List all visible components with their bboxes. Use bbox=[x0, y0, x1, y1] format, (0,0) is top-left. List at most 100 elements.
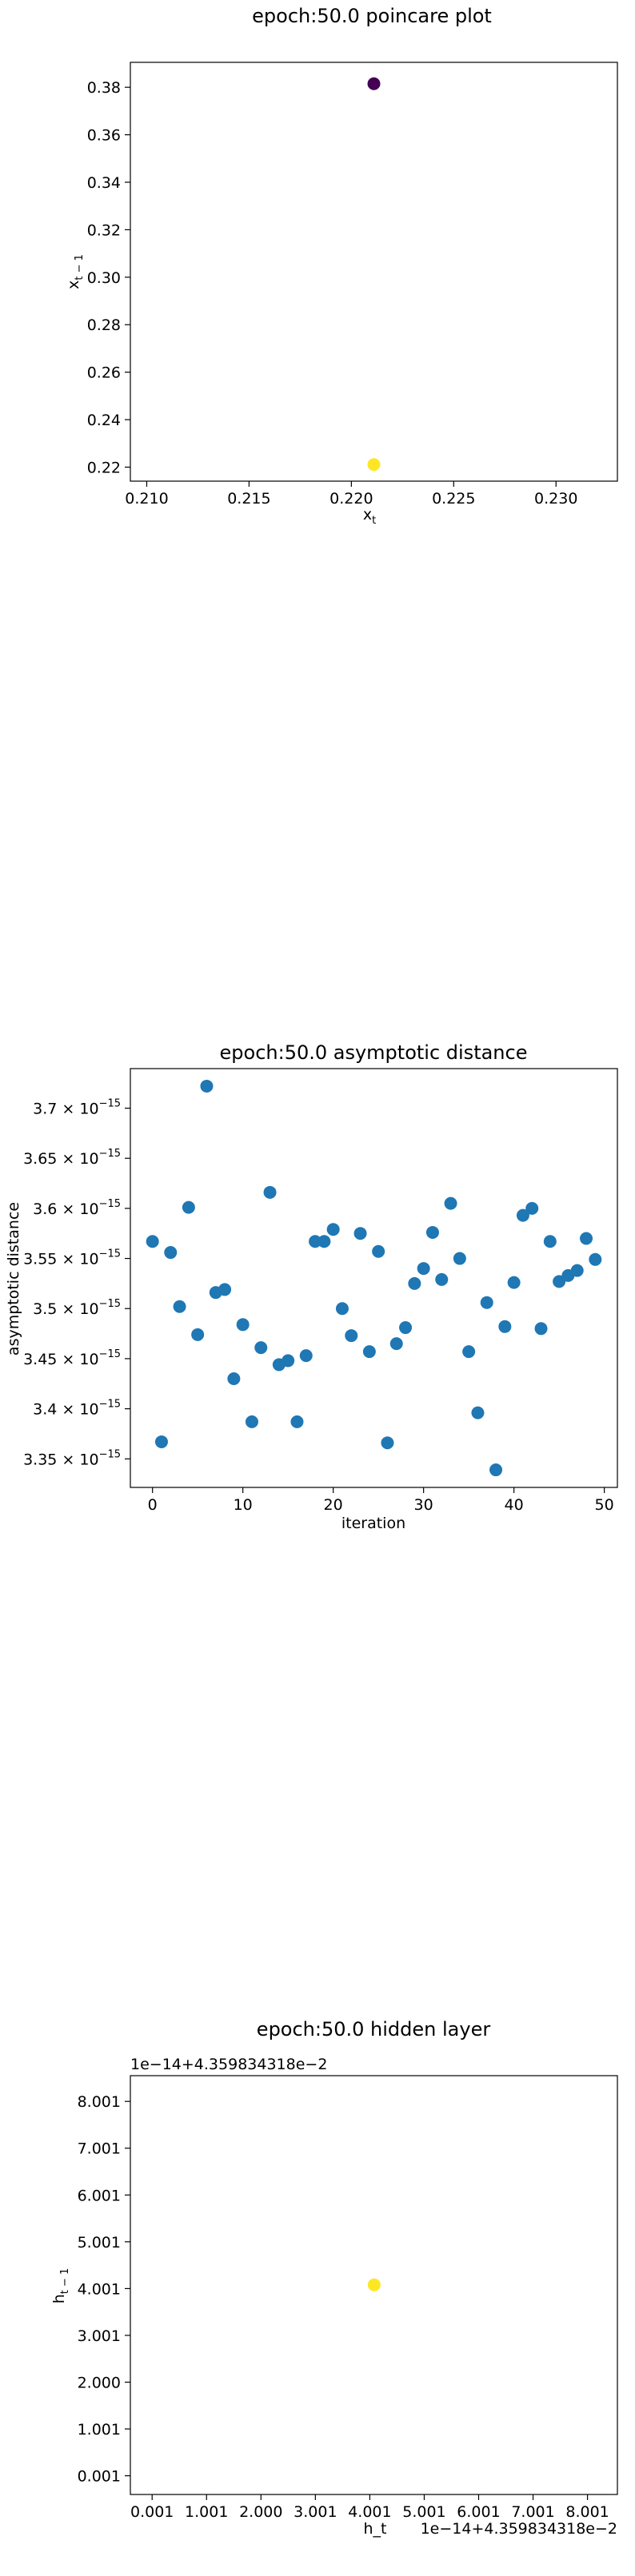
y-tick-label: 3.4 × 10−15 bbox=[33, 1399, 121, 1419]
data-point bbox=[553, 1275, 566, 1288]
data-point bbox=[236, 1318, 250, 1332]
y-tick-label: 3.35 × 10−15 bbox=[23, 1448, 121, 1468]
data-point bbox=[417, 1262, 430, 1276]
y-tick-label: 3.7 × 10−15 bbox=[33, 1098, 121, 1118]
y-ticks: 0.22 0.24 0.26 0.28 0.30 0.32 0.34 0.36 0.38 bbox=[87, 79, 130, 476]
data-point bbox=[154, 1435, 168, 1448]
y-tick-label: 0.24 bbox=[87, 412, 121, 429]
data-point bbox=[290, 1415, 304, 1428]
x-tick-label: 0.220 bbox=[329, 490, 373, 508]
plot-frame bbox=[130, 62, 618, 482]
y-tick-label: 8.001 bbox=[78, 2093, 121, 2111]
data-point bbox=[227, 1372, 241, 1385]
y-tick-label: 3.45 × 10−15 bbox=[23, 1348, 121, 1368]
y-tick-label: 0.32 bbox=[87, 221, 121, 239]
data-point bbox=[367, 2278, 381, 2291]
data-point bbox=[516, 1208, 529, 1222]
data-point bbox=[245, 1415, 258, 1428]
chart-title: epoch:50.0 asymptotic distance bbox=[220, 1041, 528, 1064]
chart-title: epoch:50.0 poincare plot bbox=[252, 5, 492, 27]
data-point bbox=[399, 1321, 413, 1335]
y-tick-label: 0.22 bbox=[87, 459, 121, 476]
data-point bbox=[182, 1200, 195, 1214]
x-tick-label: 0.230 bbox=[534, 490, 577, 508]
x-tick-label: 0.001 bbox=[130, 2503, 174, 2521]
data-point bbox=[580, 1232, 593, 1245]
y-ticks: 3.35 × 10−15 3.4 × 10−15 3.45 × 10−15 3.5 ×… bbox=[23, 1098, 130, 1468]
plot-frame bbox=[130, 1068, 618, 1488]
data-point bbox=[326, 1223, 340, 1236]
y-tick-label: 3.5 × 10−15 bbox=[33, 1298, 121, 1318]
data-point bbox=[381, 1436, 394, 1450]
x-offset-text: 1e−14+4.359834318e−2 bbox=[421, 2520, 617, 2538]
y-tick-label: 1.001 bbox=[78, 2421, 121, 2439]
data-point bbox=[435, 1272, 449, 1286]
y-tick-label: 0.38 bbox=[87, 79, 121, 97]
y-tick-label: 0.26 bbox=[87, 364, 121, 382]
data-point bbox=[345, 1329, 358, 1343]
data-point bbox=[335, 1302, 349, 1316]
x-axis-label: iteration bbox=[341, 1515, 405, 1532]
data-point bbox=[525, 1201, 539, 1215]
data-point bbox=[218, 1283, 232, 1296]
x-tick-label: 4.001 bbox=[348, 2503, 391, 2521]
data-point bbox=[173, 1300, 186, 1313]
y-offset-text: 1e−14+4.359834318e−2 bbox=[130, 2056, 327, 2073]
y-tick-label: 7.001 bbox=[78, 2140, 121, 2158]
data-point bbox=[299, 1349, 313, 1363]
data-point bbox=[589, 1252, 602, 1266]
data-point bbox=[318, 1235, 331, 1248]
y-axis-label: xt − 1 bbox=[65, 254, 86, 289]
data-point bbox=[480, 1296, 493, 1309]
data-point bbox=[462, 1345, 476, 1359]
x-tick-label: 6.001 bbox=[457, 2503, 500, 2521]
y-tick-label: 0.30 bbox=[87, 269, 121, 287]
data-point bbox=[164, 1246, 178, 1260]
y-axis-label: asymptotic distance bbox=[5, 1202, 22, 1356]
x-tick-label: 50 bbox=[595, 1496, 614, 1514]
x-ticks: 0.210 0.215 0.220 0.225 0.230 bbox=[125, 481, 577, 508]
y-tick-label: 0.001 bbox=[78, 2468, 121, 2486]
y-tick-label: 0.36 bbox=[87, 127, 121, 145]
plot-frame bbox=[130, 2075, 618, 2495]
data-point bbox=[353, 1227, 367, 1240]
data-points bbox=[146, 1079, 602, 1477]
data-point bbox=[146, 1235, 159, 1248]
data-point bbox=[489, 1463, 503, 1477]
data-points bbox=[367, 77, 381, 472]
data-point bbox=[372, 1244, 385, 1258]
data-point bbox=[570, 1264, 584, 1277]
y-tick-label: 3.65 × 10−15 bbox=[23, 1148, 121, 1168]
chart-title: epoch:50.0 hidden layer bbox=[257, 2018, 491, 2040]
y-tick-label: 3.55 × 10−15 bbox=[23, 1248, 121, 1268]
y-tick-label: 6.001 bbox=[78, 2187, 121, 2204]
y-tick-label: 3.001 bbox=[78, 2327, 121, 2345]
data-point bbox=[507, 1276, 521, 1289]
x-ticks: 0 10 20 30 40 50 bbox=[148, 1487, 614, 1514]
asymptotic-distance-chart: epoch:50.0 asymptotic distance 0 10 20 30 40… bbox=[5, 1041, 618, 1532]
data-points bbox=[367, 2278, 381, 2291]
data-point bbox=[191, 1328, 205, 1341]
data-point bbox=[453, 1252, 466, 1265]
y-tick-label: 0.34 bbox=[87, 174, 121, 192]
y-tick-label: 0.28 bbox=[87, 317, 121, 334]
x-ticks: 0.001 1.001 2.000 3.001 4.001 5.001 6.001 7.001… bbox=[130, 2494, 609, 2521]
hidden-layer-chart: epoch:50.0 hidden layer 1e−14+4.35983431… bbox=[50, 2018, 618, 2538]
data-point bbox=[263, 1185, 277, 1199]
x-axis-label: xt bbox=[363, 506, 376, 527]
data-point bbox=[282, 1354, 295, 1368]
poincare-plot-chart: epoch:50.0 poincare plot 0.210 0.215 0.220… bbox=[65, 5, 618, 527]
x-tick-label: 3.001 bbox=[294, 2503, 337, 2521]
data-point bbox=[254, 1341, 268, 1355]
y-tick-label: 4.001 bbox=[78, 2280, 121, 2298]
x-tick-label: 0.215 bbox=[227, 490, 270, 508]
x-tick-label: 20 bbox=[324, 1496, 343, 1514]
data-point bbox=[444, 1196, 457, 1210]
x-tick-label: 2.000 bbox=[239, 2503, 282, 2521]
y-tick-label: 5.001 bbox=[78, 2234, 121, 2252]
x-axis-label: h_t bbox=[364, 2520, 387, 2538]
data-point bbox=[543, 1235, 557, 1248]
x-tick-label: 0 bbox=[148, 1496, 158, 1514]
data-point bbox=[498, 1320, 512, 1333]
x-tick-label: 30 bbox=[414, 1496, 433, 1514]
